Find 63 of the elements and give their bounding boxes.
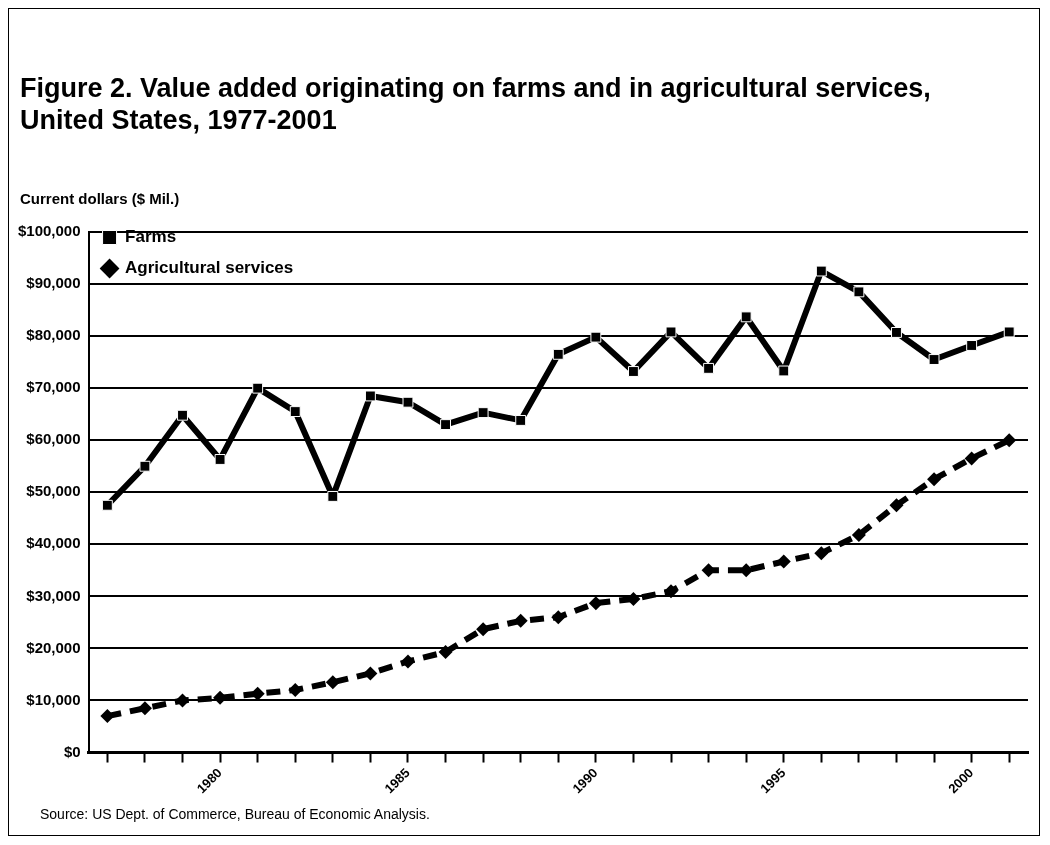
point <box>889 498 904 513</box>
legend-label: Agricultural services <box>125 258 294 278</box>
point <box>250 686 265 701</box>
y-tick-label: $50,000 <box>26 482 81 500</box>
chart-title: Figure 2. Value added originating on farms and in agricultural services, United States, 1977-2001 <box>20 72 932 136</box>
point <box>588 596 603 611</box>
point <box>402 396 414 408</box>
point <box>175 693 190 708</box>
point <box>400 654 415 669</box>
point <box>552 348 564 360</box>
point <box>665 326 677 338</box>
legend-label: Farms <box>125 227 177 247</box>
y-axis-title: Current dollars ($ Mil.) <box>20 190 180 207</box>
point <box>252 382 264 394</box>
point <box>137 701 152 716</box>
point <box>139 460 151 472</box>
point <box>289 406 301 418</box>
point <box>1002 433 1017 448</box>
y-tick-label: $90,000 <box>26 274 81 292</box>
point <box>964 451 979 466</box>
point <box>928 354 940 365</box>
point <box>627 366 639 377</box>
point <box>966 340 978 351</box>
y-tick-label: $30,000 <box>26 586 81 604</box>
point <box>476 622 491 637</box>
point <box>177 409 188 421</box>
point <box>1003 326 1015 338</box>
y-tick-label: $100,000 <box>17 222 81 240</box>
source-note: Source: US Dept. of Commerce, Bureau of Economic Analysis. <box>40 806 430 822</box>
y-tick-label: $80,000 <box>26 326 81 344</box>
point <box>927 472 942 487</box>
point <box>778 365 790 377</box>
point <box>853 286 865 298</box>
y-tick-label: $20,000 <box>26 638 81 656</box>
y-tick-label: $70,000 <box>26 378 81 396</box>
point <box>100 709 115 724</box>
point <box>515 414 527 426</box>
point <box>703 362 715 374</box>
y-tick-label: $10,000 <box>26 690 81 708</box>
point <box>214 454 226 465</box>
point <box>477 407 489 419</box>
point <box>363 666 378 681</box>
point <box>891 327 902 338</box>
point <box>740 311 752 323</box>
point <box>739 563 754 578</box>
point <box>327 490 339 502</box>
point <box>814 546 829 561</box>
point <box>551 610 566 625</box>
point <box>438 645 453 660</box>
point <box>325 675 340 690</box>
point <box>440 419 451 431</box>
point <box>851 527 866 542</box>
point <box>664 584 679 599</box>
y-tick-label: $40,000 <box>26 534 81 552</box>
y-tick-label: $60,000 <box>26 430 81 448</box>
point <box>513 613 528 628</box>
y-tick-label: $0 <box>63 742 81 760</box>
point <box>101 499 113 511</box>
point <box>364 390 376 402</box>
point <box>815 265 827 277</box>
point <box>590 331 602 343</box>
point <box>776 554 791 569</box>
point <box>288 683 303 698</box>
